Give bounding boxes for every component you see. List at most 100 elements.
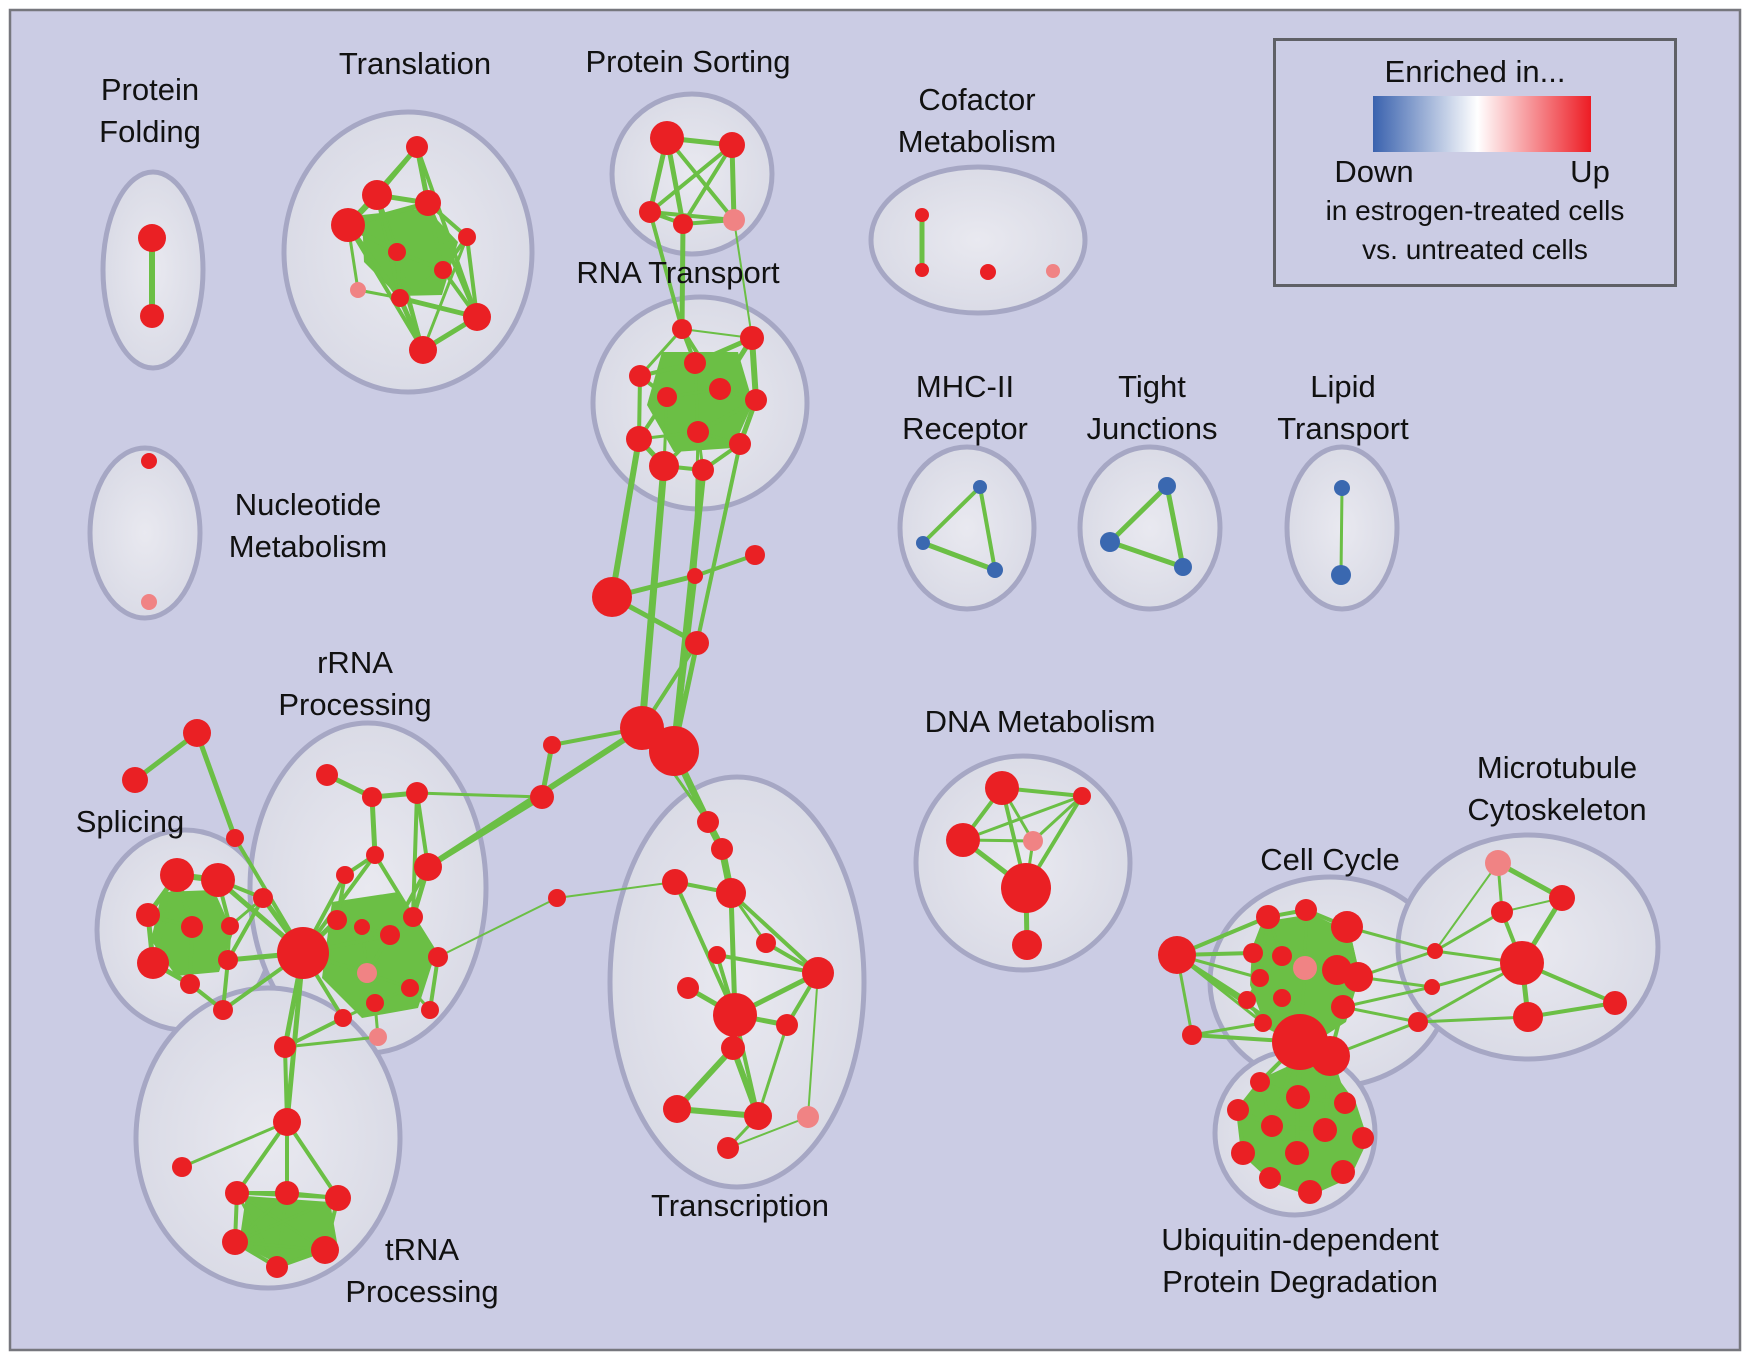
- network-node-x5[interactable]: [756, 933, 776, 953]
- network-node-d1[interactable]: [985, 771, 1019, 805]
- network-node-u12[interactable]: [1298, 1180, 1322, 1204]
- network-node-r5[interactable]: [354, 919, 370, 935]
- network-node-x15[interactable]: [717, 1137, 739, 1159]
- network-node-ml3[interactable]: [1408, 1012, 1428, 1032]
- network-node-s4[interactable]: [181, 916, 203, 938]
- network-node-cf2[interactable]: [915, 263, 929, 277]
- network-node-tr4[interactable]: [222, 1229, 248, 1255]
- network-node-x2[interactable]: [711, 838, 733, 860]
- network-node-s3[interactable]: [136, 903, 160, 927]
- network-node-r3[interactable]: [336, 866, 354, 884]
- network-node-c3[interactable]: [745, 545, 765, 565]
- network-node-s10[interactable]: [253, 888, 273, 908]
- network-node-pf2[interactable]: [140, 304, 164, 328]
- network-node-rt5[interactable]: [709, 378, 731, 400]
- network-node-u1[interactable]: [1250, 1072, 1270, 1092]
- network-node-n2[interactable]: [141, 594, 157, 610]
- network-node-k12[interactable]: [1254, 1014, 1272, 1032]
- network-node-r17[interactable]: [362, 787, 382, 807]
- network-node-u4[interactable]: [1227, 1099, 1249, 1121]
- network-node-ps3[interactable]: [639, 201, 661, 223]
- network-node-rh[interactable]: [277, 927, 329, 979]
- network-node-ps4[interactable]: [673, 214, 693, 234]
- network-node-x12[interactable]: [663, 1095, 691, 1123]
- network-node-ka[interactable]: [1158, 936, 1196, 974]
- network-node-r12[interactable]: [421, 1001, 439, 1019]
- network-node-t5[interactable]: [458, 228, 476, 246]
- network-node-m2[interactable]: [916, 536, 930, 550]
- network-node-s7[interactable]: [218, 950, 238, 970]
- network-node-k4[interactable]: [1243, 943, 1263, 963]
- network-node-s6[interactable]: [137, 947, 169, 979]
- network-node-rt3[interactable]: [684, 352, 706, 374]
- network-node-r18[interactable]: [406, 782, 428, 804]
- network-node-m3[interactable]: [987, 562, 1003, 578]
- network-node-t7[interactable]: [434, 261, 452, 279]
- network-node-t10[interactable]: [463, 303, 491, 331]
- network-node-rt2[interactable]: [740, 326, 764, 350]
- network-node-u6[interactable]: [1313, 1118, 1337, 1142]
- network-node-mta[interactable]: [1549, 885, 1575, 911]
- network-node-ps5[interactable]: [723, 209, 745, 231]
- network-node-mp[interactable]: [1485, 850, 1511, 876]
- network-node-rt6[interactable]: [657, 387, 677, 407]
- network-node-tj1[interactable]: [1158, 477, 1176, 495]
- network-node-mtg[interactable]: [1500, 941, 1544, 985]
- network-node-k10[interactable]: [1238, 991, 1256, 1009]
- network-node-c2[interactable]: [687, 568, 703, 584]
- network-node-r7[interactable]: [403, 907, 423, 927]
- network-node-ml2[interactable]: [1424, 979, 1440, 995]
- network-node-d2[interactable]: [1073, 787, 1091, 805]
- network-node-r15[interactable]: [274, 1036, 296, 1058]
- network-node-tj2[interactable]: [1100, 532, 1120, 552]
- network-node-s9[interactable]: [213, 1000, 233, 1020]
- network-node-r11[interactable]: [366, 994, 384, 1012]
- network-node-q2[interactable]: [122, 767, 148, 793]
- network-node-r1[interactable]: [414, 853, 442, 881]
- network-node-th[interactable]: [273, 1108, 301, 1136]
- network-node-t6[interactable]: [388, 243, 406, 261]
- network-node-mtc[interactable]: [1513, 1002, 1543, 1032]
- network-node-x6[interactable]: [708, 946, 726, 964]
- network-node-lt1[interactable]: [1334, 480, 1350, 496]
- network-node-u10[interactable]: [1259, 1167, 1281, 1189]
- network-node-x10[interactable]: [776, 1014, 798, 1036]
- network-node-k2[interactable]: [1295, 899, 1317, 921]
- network-node-s1[interactable]: [160, 858, 194, 892]
- network-node-x3[interactable]: [662, 869, 688, 895]
- network-node-cf4[interactable]: [1046, 264, 1060, 278]
- network-node-u5[interactable]: [1261, 1115, 1283, 1137]
- network-node-m1[interactable]: [973, 480, 987, 494]
- network-node-t2[interactable]: [362, 180, 392, 210]
- network-node-ps1[interactable]: [650, 121, 684, 155]
- network-node-t11[interactable]: [409, 336, 437, 364]
- network-node-c6[interactable]: [548, 889, 566, 907]
- network-node-kb[interactable]: [1182, 1025, 1202, 1045]
- network-node-ps2[interactable]: [719, 132, 745, 158]
- network-node-x14[interactable]: [797, 1106, 819, 1128]
- network-node-q3[interactable]: [226, 829, 244, 847]
- network-node-rt11[interactable]: [649, 451, 679, 481]
- network-node-s8[interactable]: [180, 974, 200, 994]
- network-node-rt4[interactable]: [629, 365, 651, 387]
- network-node-s5[interactable]: [221, 917, 239, 935]
- network-node-x4[interactable]: [716, 878, 746, 908]
- network-node-h2[interactable]: [649, 726, 699, 776]
- network-node-t9[interactable]: [391, 289, 409, 307]
- network-node-tr1[interactable]: [225, 1181, 249, 1205]
- network-node-k11[interactable]: [1273, 989, 1291, 1007]
- network-node-lt2[interactable]: [1331, 565, 1351, 585]
- network-node-mtb[interactable]: [1491, 901, 1513, 923]
- network-node-s2[interactable]: [201, 863, 235, 897]
- network-node-n1[interactable]: [141, 453, 157, 469]
- network-node-u2[interactable]: [1286, 1085, 1310, 1109]
- network-node-u9[interactable]: [1285, 1141, 1309, 1165]
- network-node-x7[interactable]: [802, 957, 834, 989]
- network-node-c5b[interactable]: [530, 785, 554, 809]
- network-node-mtd[interactable]: [1603, 991, 1627, 1015]
- network-node-ml1[interactable]: [1427, 943, 1443, 959]
- network-node-r14[interactable]: [369, 1028, 387, 1046]
- network-node-pf1[interactable]: [138, 224, 166, 252]
- network-node-k3[interactable]: [1331, 911, 1363, 943]
- network-node-rt9[interactable]: [626, 426, 652, 452]
